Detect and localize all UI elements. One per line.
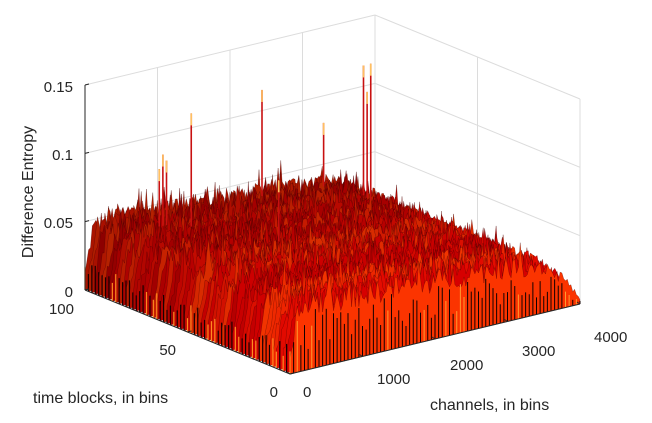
x-tick (359, 354, 363, 357)
x-tick (286, 371, 291, 375)
x-tick (504, 319, 508, 322)
y-axis-label: time blocks, in bins (33, 390, 168, 407)
z-tick-label: 0 (65, 284, 73, 301)
y-tick (187, 330, 192, 333)
surface-plot (84, 160, 581, 375)
y-tick (84, 288, 90, 291)
y-tick-label: 50 (159, 342, 176, 359)
y-tick-label: 100 (49, 301, 74, 318)
x-axis-label: channels, in bins (430, 397, 549, 414)
y-tick-label: 0 (270, 384, 278, 401)
x-tick-label: 3000 (522, 343, 555, 360)
x-tick-label: 2000 (450, 357, 483, 374)
x-tick (431, 336, 436, 340)
y-tick (289, 372, 295, 375)
z-tick-label: 0.1 (52, 147, 73, 164)
z-tick (84, 220, 90, 223)
x-tick-label: 4000 (594, 329, 627, 346)
z-tick-label: 0.05 (44, 215, 73, 232)
z-tick-label: 0.15 (44, 79, 73, 96)
x-tick-label: 0 (303, 384, 311, 401)
x-tick-label: 1000 (377, 371, 410, 388)
spike-series (158, 63, 372, 242)
axis-lines (84, 83, 581, 375)
z-axis-label: Difference Entropy (20, 126, 37, 258)
z-tick (84, 151, 90, 154)
z-tick (84, 83, 90, 86)
x-tick (576, 301, 581, 305)
